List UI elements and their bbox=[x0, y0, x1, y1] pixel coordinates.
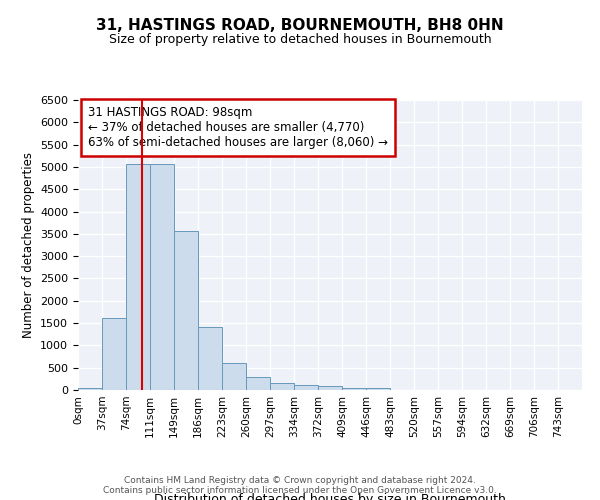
Bar bbox=[318, 386, 342, 390]
Text: Size of property relative to detached houses in Bournemouth: Size of property relative to detached ho… bbox=[109, 32, 491, 46]
Bar bbox=[294, 385, 318, 390]
Text: 31, HASTINGS ROAD, BOURNEMOUTH, BH8 0HN: 31, HASTINGS ROAD, BOURNEMOUTH, BH8 0HN bbox=[96, 18, 504, 32]
Bar bbox=[342, 388, 366, 390]
Bar bbox=[246, 377, 270, 390]
X-axis label: Distribution of detached houses by size in Bournemouth: Distribution of detached houses by size … bbox=[154, 492, 506, 500]
Bar bbox=[198, 326, 222, 390]
Bar bbox=[222, 363, 246, 390]
Text: Contains HM Land Registry data © Crown copyright and database right 2024.
Contai: Contains HM Land Registry data © Crown c… bbox=[103, 476, 497, 495]
Bar bbox=[78, 388, 102, 390]
Y-axis label: Number of detached properties: Number of detached properties bbox=[22, 152, 35, 338]
Bar bbox=[270, 384, 294, 390]
Bar bbox=[366, 388, 390, 390]
Bar bbox=[102, 318, 126, 390]
Bar bbox=[126, 164, 150, 390]
Text: 31 HASTINGS ROAD: 98sqm
← 37% of detached houses are smaller (4,770)
63% of semi: 31 HASTINGS ROAD: 98sqm ← 37% of detache… bbox=[88, 106, 388, 149]
Bar bbox=[150, 164, 174, 390]
Bar bbox=[174, 230, 198, 390]
